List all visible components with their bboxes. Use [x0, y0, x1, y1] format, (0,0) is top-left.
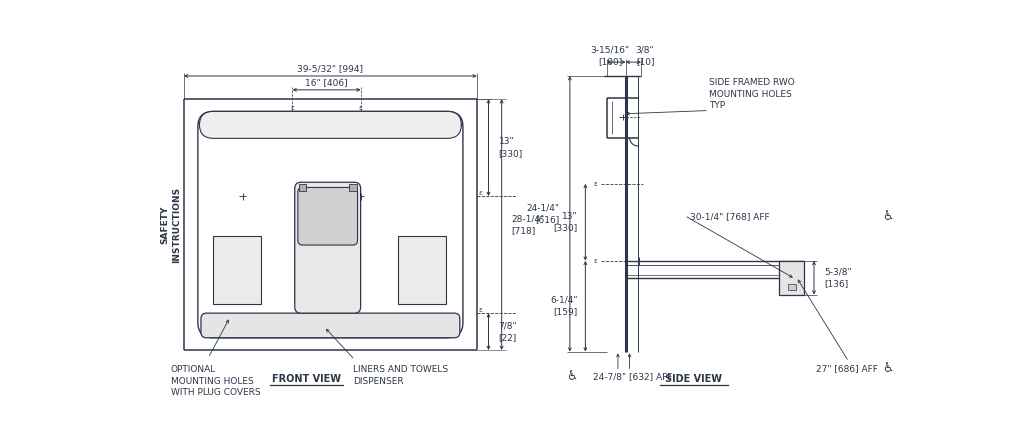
Text: 6-1/4"
[159]: 6-1/4" [159]	[550, 296, 578, 316]
Text: 13"
[330]: 13" [330]	[554, 212, 578, 232]
Text: LINERS AND TOWELS
DISPENSER: LINERS AND TOWELS DISPENSER	[353, 366, 448, 386]
Text: ♿: ♿	[882, 362, 893, 375]
Text: OPTIONAL
MOUNTING HOLES
WITH PLUG COVERS: OPTIONAL MOUNTING HOLES WITH PLUG COVERS	[171, 366, 260, 397]
FancyBboxPatch shape	[298, 187, 358, 245]
FancyBboxPatch shape	[295, 182, 361, 313]
Text: 3-15/16"
[100]: 3-15/16" [100]	[590, 46, 629, 66]
Text: 30-1/4" [768] AFF: 30-1/4" [768] AFF	[690, 212, 770, 221]
Bar	[788, 284, 796, 290]
Text: FRONT VIEW: FRONT VIEW	[272, 374, 341, 384]
Text: SAFETY
INSTRUCTIONS: SAFETY INSTRUCTIONS	[161, 186, 181, 263]
Text: ♿: ♿	[882, 211, 893, 224]
Text: ε: ε	[479, 190, 483, 196]
FancyBboxPatch shape	[198, 111, 463, 338]
Text: 3/8"
[10]: 3/8" [10]	[636, 46, 654, 66]
Bar	[213, 236, 261, 304]
Text: 24-1/4"
[616]: 24-1/4" [616]	[527, 203, 560, 224]
Text: ε: ε	[593, 258, 598, 264]
Text: SIDE FRAMED RWO
MOUNTING HOLES
TYP: SIDE FRAMED RWO MOUNTING HOLES TYP	[709, 78, 795, 110]
Text: ε: ε	[479, 307, 483, 313]
Text: 7/8"
[22]: 7/8" [22]	[498, 321, 518, 342]
Bar	[398, 236, 446, 304]
Text: ε: ε	[359, 105, 363, 111]
Bar	[779, 261, 804, 295]
Text: 24-7/8" [632] AFF: 24-7/8" [632] AFF	[593, 372, 672, 381]
Text: 28-1/4"
[718]: 28-1/4" [718]	[511, 215, 545, 235]
Text: ε: ε	[593, 181, 598, 187]
Text: SIDE VIEW: SIDE VIEW	[665, 374, 723, 384]
FancyBboxPatch shape	[201, 313, 460, 338]
Text: ε: ε	[290, 105, 294, 111]
FancyBboxPatch shape	[200, 111, 461, 138]
Bar	[348, 184, 357, 191]
Text: 16" [406]: 16" [406]	[305, 78, 347, 87]
Text: 5-3/8"
[136]: 5-3/8" [136]	[824, 267, 852, 288]
Text: 13"
[330]: 13" [330]	[498, 137, 523, 158]
Text: 39-5/32" [994]: 39-5/32" [994]	[297, 64, 364, 73]
Bar	[298, 184, 306, 191]
Text: ♿: ♿	[566, 370, 577, 383]
Text: 27" [686] AFF: 27" [686] AFF	[816, 364, 878, 373]
